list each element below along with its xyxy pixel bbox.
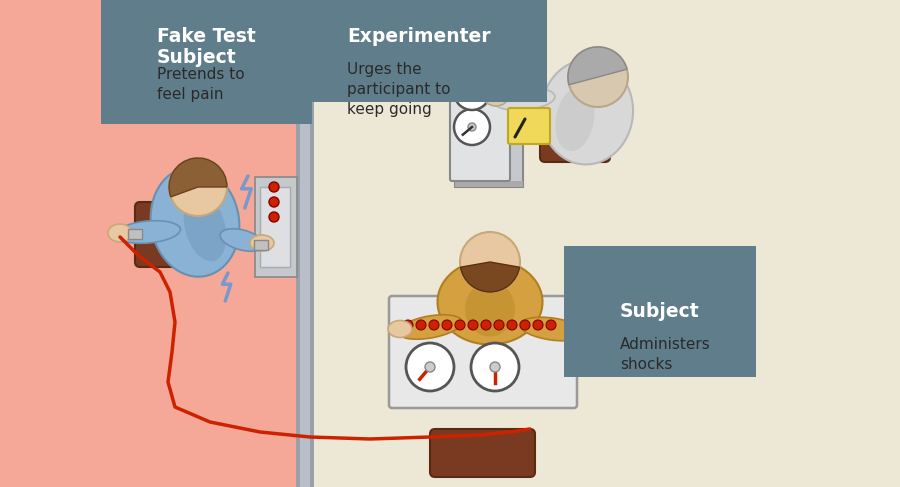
FancyBboxPatch shape — [260, 187, 290, 267]
Circle shape — [471, 343, 519, 391]
Ellipse shape — [220, 229, 264, 251]
Circle shape — [442, 320, 452, 330]
FancyBboxPatch shape — [296, 0, 300, 487]
Ellipse shape — [150, 168, 239, 277]
Circle shape — [425, 362, 435, 372]
Circle shape — [460, 232, 520, 292]
FancyBboxPatch shape — [455, 2, 523, 187]
Circle shape — [490, 362, 500, 372]
Ellipse shape — [555, 87, 595, 151]
Circle shape — [461, 40, 471, 50]
Circle shape — [169, 158, 227, 216]
FancyBboxPatch shape — [255, 177, 297, 277]
Ellipse shape — [398, 315, 462, 339]
Circle shape — [269, 212, 279, 222]
FancyBboxPatch shape — [254, 240, 268, 250]
Circle shape — [461, 52, 471, 62]
FancyBboxPatch shape — [450, 12, 510, 181]
FancyBboxPatch shape — [455, 181, 523, 187]
Ellipse shape — [250, 235, 274, 251]
Circle shape — [468, 320, 478, 330]
Circle shape — [568, 47, 628, 107]
Ellipse shape — [541, 59, 633, 165]
Circle shape — [494, 320, 504, 330]
Circle shape — [269, 182, 279, 192]
FancyBboxPatch shape — [389, 296, 577, 408]
Wedge shape — [461, 262, 519, 292]
Ellipse shape — [437, 260, 543, 344]
Circle shape — [429, 320, 439, 330]
Circle shape — [454, 109, 490, 145]
Circle shape — [507, 320, 517, 330]
Circle shape — [533, 320, 543, 330]
Text: Subject: Subject — [620, 302, 699, 321]
Circle shape — [416, 320, 426, 330]
FancyBboxPatch shape — [540, 94, 610, 162]
FancyBboxPatch shape — [310, 0, 900, 487]
FancyBboxPatch shape — [128, 229, 142, 239]
Ellipse shape — [388, 320, 412, 337]
Circle shape — [454, 74, 490, 110]
FancyBboxPatch shape — [0, 0, 310, 487]
Circle shape — [455, 320, 465, 330]
FancyBboxPatch shape — [508, 108, 550, 144]
Wedge shape — [169, 158, 227, 197]
Circle shape — [269, 197, 279, 207]
Ellipse shape — [115, 221, 180, 244]
FancyBboxPatch shape — [390, 297, 575, 407]
Ellipse shape — [570, 323, 594, 340]
Circle shape — [468, 88, 476, 96]
FancyBboxPatch shape — [430, 429, 535, 477]
Circle shape — [471, 40, 481, 50]
Circle shape — [468, 123, 476, 131]
Circle shape — [403, 320, 413, 330]
Text: Administers
shocks: Administers shocks — [620, 337, 711, 372]
Ellipse shape — [184, 193, 226, 261]
Ellipse shape — [108, 224, 132, 242]
Circle shape — [406, 343, 454, 391]
Ellipse shape — [484, 88, 508, 106]
Ellipse shape — [520, 317, 584, 341]
Text: Experimenter: Experimenter — [347, 27, 491, 46]
Circle shape — [471, 52, 481, 62]
Text: Fake Test
Subject: Fake Test Subject — [157, 27, 256, 67]
Circle shape — [481, 320, 491, 330]
Ellipse shape — [465, 281, 515, 337]
Text: Urges the
participant to
keep going: Urges the participant to keep going — [347, 62, 451, 116]
Wedge shape — [568, 47, 627, 85]
Circle shape — [520, 320, 530, 330]
Text: Pretends to
feel pain: Pretends to feel pain — [157, 67, 245, 102]
FancyBboxPatch shape — [135, 202, 205, 267]
Circle shape — [546, 320, 556, 330]
FancyBboxPatch shape — [310, 0, 314, 487]
FancyBboxPatch shape — [296, 0, 314, 487]
Ellipse shape — [493, 88, 555, 110]
